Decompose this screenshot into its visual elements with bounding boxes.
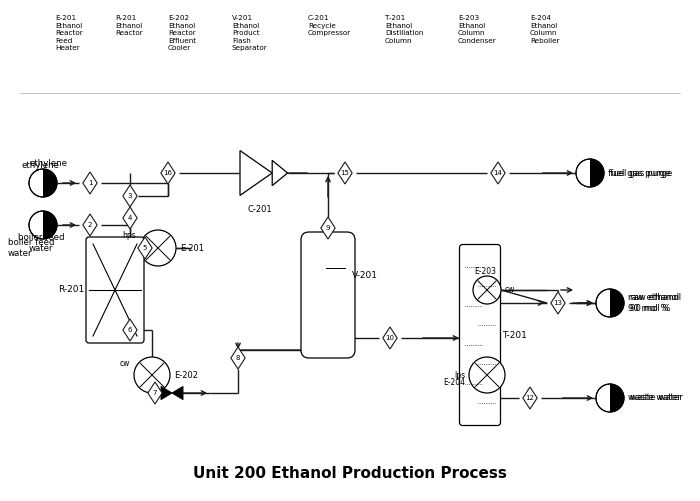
Circle shape [29, 211, 57, 239]
Text: cw: cw [505, 286, 515, 295]
Wedge shape [590, 159, 604, 187]
Text: C-201: C-201 [248, 204, 272, 213]
Text: V-201
Ethanol
Product
Flash
Separator: V-201 Ethanol Product Flash Separator [232, 15, 267, 51]
Wedge shape [43, 211, 57, 239]
Text: 15: 15 [341, 170, 349, 176]
Text: Unit 200 Ethanol Production Process: Unit 200 Ethanol Production Process [193, 465, 507, 480]
Text: 10: 10 [386, 335, 395, 341]
Polygon shape [523, 387, 537, 409]
Text: 14: 14 [494, 170, 503, 176]
Polygon shape [321, 217, 335, 239]
Polygon shape [172, 386, 183, 400]
Circle shape [29, 169, 57, 197]
Text: 7: 7 [153, 390, 158, 396]
FancyBboxPatch shape [301, 232, 355, 358]
Text: raw ethanol
90 mol %: raw ethanol 90 mol % [628, 293, 679, 313]
Text: 9: 9 [326, 225, 330, 231]
Text: ethylene: ethylene [22, 160, 60, 169]
Text: boiler feed
water: boiler feed water [18, 233, 64, 253]
Text: 16: 16 [164, 170, 172, 176]
Circle shape [134, 357, 170, 393]
Text: R-201: R-201 [57, 286, 84, 295]
Polygon shape [123, 207, 137, 229]
Text: E-204: E-204 [443, 378, 465, 387]
Text: 4: 4 [128, 215, 132, 221]
FancyBboxPatch shape [86, 237, 144, 343]
Polygon shape [231, 347, 245, 369]
Text: fuel gas purge: fuel gas purge [608, 168, 671, 177]
Text: 13: 13 [554, 300, 563, 306]
Wedge shape [43, 169, 57, 197]
Text: lps: lps [454, 371, 465, 379]
Circle shape [596, 289, 624, 317]
FancyBboxPatch shape [459, 244, 500, 425]
Polygon shape [551, 292, 565, 314]
Polygon shape [338, 162, 352, 184]
Text: hps: hps [122, 231, 136, 240]
Text: E-201
Ethanol
Reactor
Feed
Heater: E-201 Ethanol Reactor Feed Heater [55, 15, 83, 51]
Polygon shape [148, 382, 162, 404]
Text: cw: cw [120, 359, 130, 368]
Polygon shape [161, 386, 172, 400]
Circle shape [140, 230, 176, 266]
Text: waste water: waste water [628, 393, 680, 402]
Wedge shape [610, 289, 624, 317]
Polygon shape [383, 327, 397, 349]
Text: fuel gas purge: fuel gas purge [610, 168, 673, 177]
Text: 12: 12 [526, 395, 534, 401]
Text: E-201: E-201 [180, 243, 204, 253]
Polygon shape [123, 185, 137, 207]
Text: R-201
Ethanol
Reactor: R-201 Ethanol Reactor [115, 15, 143, 36]
Text: E-202: E-202 [174, 371, 198, 379]
Polygon shape [138, 237, 152, 259]
Text: C-201
Recycle
Compressor: C-201 Recycle Compressor [308, 15, 351, 36]
Wedge shape [610, 384, 624, 412]
Polygon shape [83, 172, 97, 194]
Text: E-202
Ethanol
Reactor
Effluent
Cooler: E-202 Ethanol Reactor Effluent Cooler [168, 15, 196, 51]
Polygon shape [83, 214, 97, 236]
Polygon shape [161, 162, 175, 184]
Text: 1: 1 [88, 180, 92, 186]
Circle shape [596, 384, 624, 412]
Circle shape [473, 276, 501, 304]
Polygon shape [491, 162, 505, 184]
Text: T-201: T-201 [503, 331, 527, 340]
Text: raw ethanol
90 mol %: raw ethanol 90 mol % [630, 293, 681, 313]
Text: T-201
Ethanol
Distillation
Column: T-201 Ethanol Distillation Column [385, 15, 424, 44]
Text: E-203: E-203 [474, 268, 496, 277]
Text: V-201: V-201 [352, 271, 378, 280]
Text: 5: 5 [143, 245, 147, 251]
Text: waste water: waste water [630, 393, 682, 402]
Text: 3: 3 [127, 193, 132, 199]
Circle shape [469, 357, 505, 393]
Polygon shape [123, 319, 137, 341]
Text: 2: 2 [88, 222, 92, 228]
Text: boiler feed
water: boiler feed water [8, 238, 55, 258]
Text: E-203
Ethanol
Column
Condenser: E-203 Ethanol Column Condenser [458, 15, 497, 44]
Text: ethylene: ethylene [30, 159, 68, 168]
Text: 6: 6 [127, 327, 132, 333]
Polygon shape [272, 160, 288, 185]
Text: 8: 8 [236, 355, 240, 361]
Polygon shape [240, 151, 272, 195]
Circle shape [576, 159, 604, 187]
Text: E-204
Ethanol
Column
Reboiler: E-204 Ethanol Column Reboiler [530, 15, 559, 44]
